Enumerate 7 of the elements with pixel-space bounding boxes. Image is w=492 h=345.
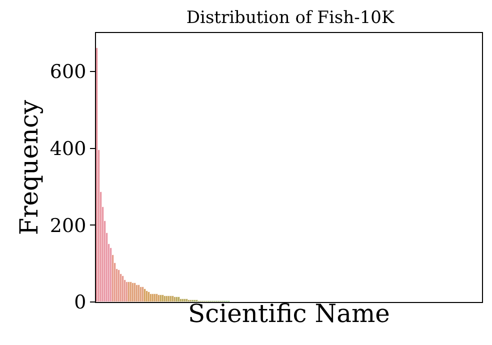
y-tick-label: 600 — [50, 61, 86, 84]
chart-title: Distribution of Fish-10K — [186, 8, 394, 28]
y-tick-label: 0 — [74, 292, 86, 314]
y-tick-label: 400 — [50, 138, 86, 160]
x-axis-title: Scientific Name — [188, 299, 390, 328]
y-tick-label: 200 — [50, 214, 86, 237]
y-axis-title: Frequency — [14, 99, 44, 236]
